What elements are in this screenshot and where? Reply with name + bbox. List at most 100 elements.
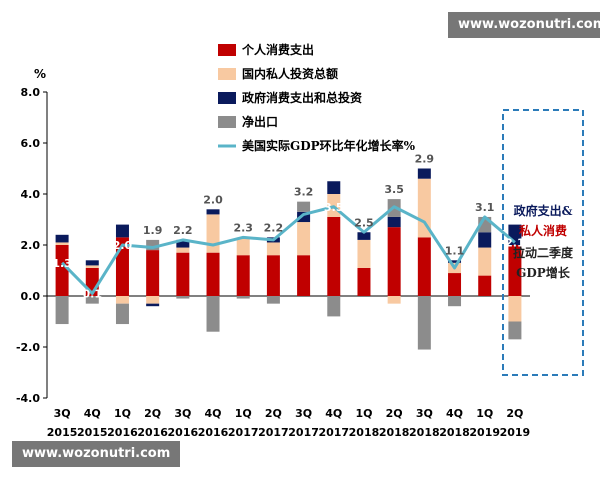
bar-government <box>387 216 401 228</box>
bar-government <box>55 234 69 243</box>
bar-government <box>417 168 431 179</box>
bar-private-consumption <box>417 237 431 296</box>
x-tick-label-quarter: 4Q <box>325 407 342 420</box>
x-tick-label-quarter: 3Q <box>54 407 71 420</box>
y-tick-label: 6.0 <box>21 137 41 150</box>
bar-government <box>146 303 160 307</box>
bar-government <box>206 209 220 215</box>
x-tick-label-quarter: 2Q <box>386 407 403 420</box>
bar-net-exports <box>55 296 69 325</box>
gdp-data-label: 2.3 <box>233 221 253 234</box>
bar-private-consumption <box>176 252 190 296</box>
gdp-data-label: 2.2 <box>264 221 284 234</box>
chart-axes: % 8.0 6.0 4.0 2.0 0.0 -2.0 -4.0 3Q 2015 4Q 2015 1Q 20… <box>16 67 530 439</box>
y-tick-label: -4.0 <box>16 392 40 405</box>
annotation-line-2: 私人消费 <box>518 223 567 238</box>
watermark-bottom: www.wozonutri.com <box>12 441 181 467</box>
bar-government <box>176 239 190 248</box>
bar-net-exports <box>297 201 311 212</box>
x-tick-label-quarter: 2Q <box>506 407 523 420</box>
bar-investment <box>176 247 190 253</box>
bar-government <box>85 260 99 266</box>
y-unit-label: % <box>34 67 46 81</box>
legend-private-consumption-label: 个人消费支出 <box>241 42 314 57</box>
bar-investment <box>297 222 311 256</box>
chart-bars <box>55 168 522 350</box>
bar-investment <box>508 296 522 322</box>
bar-private-consumption <box>236 255 250 296</box>
bar-net-exports <box>176 296 190 299</box>
x-tick-label-year: 2015 <box>47 426 78 439</box>
bar-net-exports <box>236 296 250 299</box>
x-tick-label-year: 2017 <box>228 426 259 439</box>
bar-private-consumption <box>146 250 160 296</box>
bar-private-consumption <box>297 255 311 296</box>
bar-government <box>357 232 371 240</box>
bar-net-exports <box>85 296 99 304</box>
bar-investment <box>478 247 492 276</box>
bar-government <box>478 232 492 248</box>
bar-investment <box>146 296 160 304</box>
bar-private-consumption <box>357 267 371 296</box>
gdp-data-label: 2.5 <box>354 216 374 229</box>
bar-private-consumption <box>266 255 280 296</box>
gdp-data-label: 3.2 <box>294 186 314 199</box>
bar-net-exports <box>266 296 280 304</box>
x-tick-label-quarter: 3Q <box>295 407 312 420</box>
gdp-data-label: 2.2 <box>173 224 193 237</box>
annotation-line-4: GDP增长 <box>516 265 571 280</box>
x-tick-label-year: 2016 <box>198 426 229 439</box>
bar-investment <box>85 265 99 268</box>
x-tick-label-quarter: 2Q <box>265 407 282 420</box>
y-tick-label: 2.0 <box>21 239 41 252</box>
bar-private-consumption <box>55 245 69 296</box>
bar-private-consumption <box>206 252 220 296</box>
bar-net-exports <box>508 321 522 340</box>
bar-government <box>297 211 311 223</box>
bar-government <box>448 260 462 263</box>
y-tick-label: -2.0 <box>16 341 40 354</box>
bar-investment <box>357 239 371 268</box>
legend-net-exports-swatch <box>218 116 236 128</box>
legend-private-consumption-swatch <box>218 44 236 56</box>
legend-government-swatch <box>218 92 236 104</box>
x-tick-label-quarter: 1Q <box>114 407 131 420</box>
bar-investment <box>417 178 431 238</box>
gdp-data-label: 2.1 <box>505 236 525 249</box>
bar-private-consumption <box>478 275 492 296</box>
watermark-top: www.wozonutri.com <box>448 12 600 38</box>
gdp-data-label: 3.5 <box>324 201 344 214</box>
legend-net-exports-label: 净出口 <box>242 114 278 129</box>
bar-private-consumption <box>387 227 401 296</box>
y-tick-label: 0.0 <box>21 290 41 303</box>
x-tick-label-year: 2015 <box>77 426 108 439</box>
gdp-data-label: 2.0 <box>203 193 223 206</box>
x-tick-label-year: 2017 <box>318 426 349 439</box>
gdp-data-label: 1.1 <box>445 244 465 257</box>
annotation-line-1: 政府支出& <box>514 203 573 218</box>
bar-private-consumption <box>508 245 522 296</box>
x-tick-label-year: 2018 <box>409 426 440 439</box>
bar-net-exports <box>115 303 129 325</box>
gdp-data-label: 0.1 <box>83 287 103 300</box>
x-tick-label-quarter: 1Q <box>235 407 252 420</box>
bar-private-consumption <box>327 216 341 296</box>
bar-net-exports <box>448 296 462 307</box>
bar-net-exports <box>146 239 160 251</box>
x-tick-label-quarter: 1Q <box>355 407 372 420</box>
x-tick-label-year: 2016 <box>168 426 199 439</box>
bar-investment <box>206 214 220 253</box>
x-tick-label-year: 2019 <box>500 426 531 439</box>
bar-net-exports <box>206 296 220 332</box>
x-tick-label-quarter: 4Q <box>84 407 101 420</box>
bar-net-exports <box>327 296 341 317</box>
bar-investment <box>266 242 280 256</box>
gdp-data-label: 2.0 <box>113 239 133 252</box>
bar-investment <box>115 296 129 304</box>
bar-investment <box>236 237 250 256</box>
x-tick-label-year: 2016 <box>137 426 168 439</box>
chart-legend: 个人消费支出国内私人投资总额政府消费支出和总投资净出口美国实际GDP环比年化增长… <box>218 42 416 153</box>
x-tick-label-quarter: 4Q <box>205 407 222 420</box>
legend-government-label: 政府消费支出和总投资 <box>242 90 362 105</box>
